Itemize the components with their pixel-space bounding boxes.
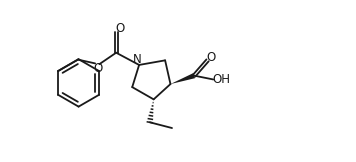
Text: O: O	[206, 51, 216, 64]
Text: O: O	[115, 23, 125, 35]
Text: N: N	[133, 53, 142, 66]
Text: O: O	[93, 62, 103, 75]
Text: OH: OH	[212, 73, 230, 86]
Polygon shape	[171, 73, 195, 84]
